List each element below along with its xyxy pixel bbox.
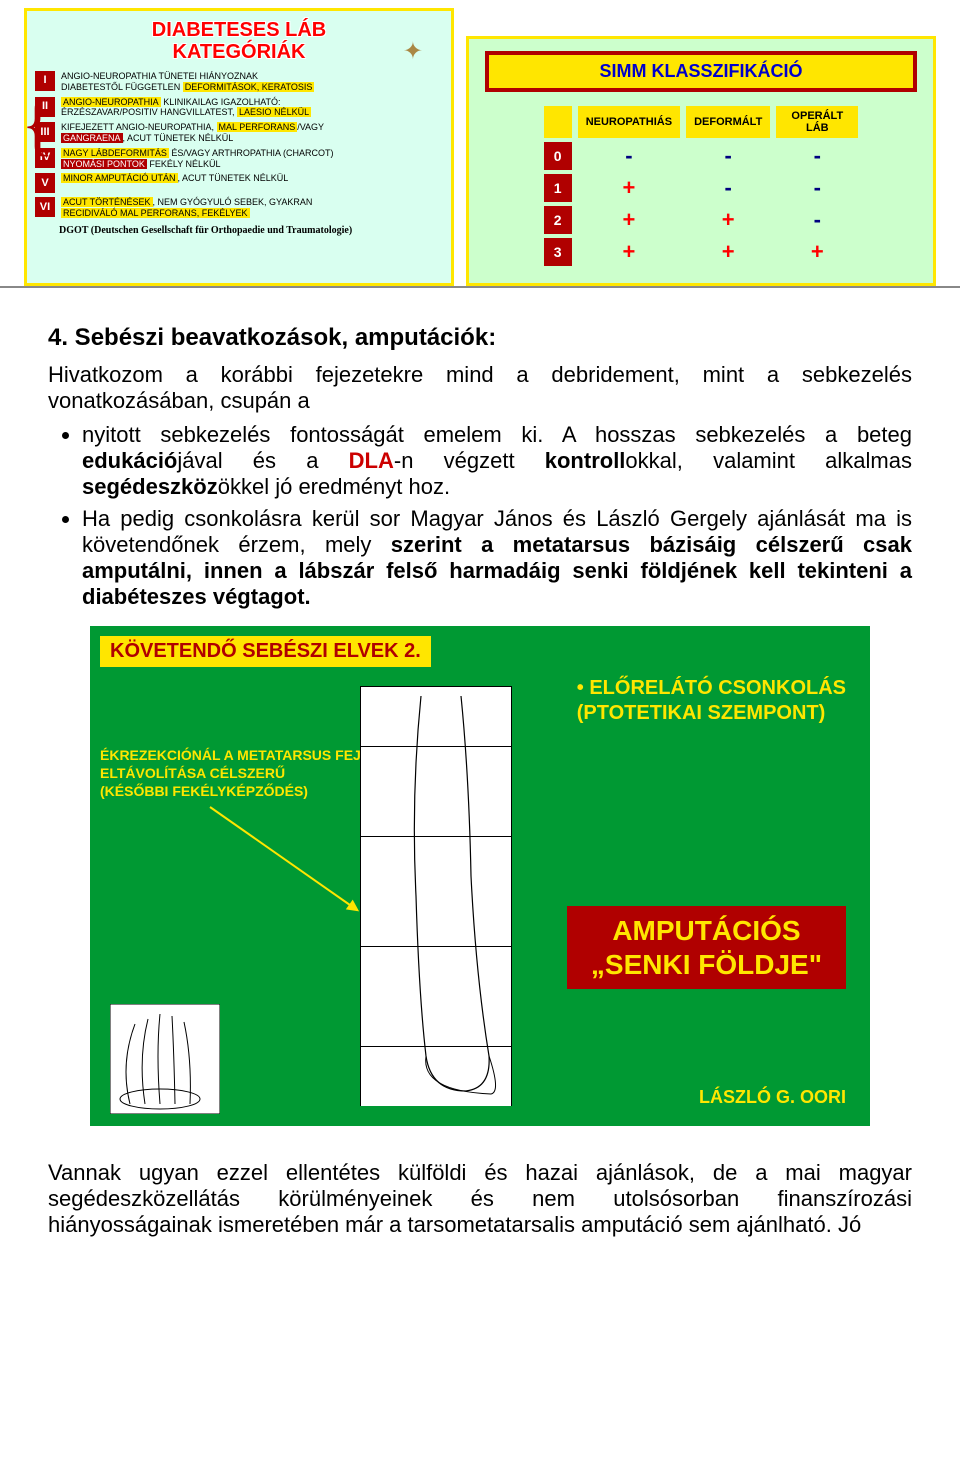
figure-left-text: ÉKREZEKCIÓNÁL A METATARSUS FEJELTÁVOLÍTÁ… <box>100 746 361 801</box>
category-row: IANGIO-NEUROPATHIA TÜNETEI HIÁNYOZNAKDIA… <box>35 71 443 93</box>
simm-cell: - <box>776 142 858 170</box>
bottom-paragraph: Vannak ugyan ezzel ellentétes külföldi é… <box>0 1126 960 1238</box>
section-heading: 4. Sebészi beavatkozások, amputációk: <box>48 324 912 352</box>
figure-author: LÁSZLÓ G. OORI <box>699 1087 846 1108</box>
simm-row-header: 2 <box>544 206 572 234</box>
simm-cell: + <box>686 238 770 266</box>
bullet-item: Ha pedig csonkolásra kerül sor Magyar Já… <box>82 506 912 610</box>
category-text: NAGY LÁBDEFORMITÁS ÉS/VAGY ARTHROPATHIA … <box>61 148 443 170</box>
category-row: IVNAGY LÁBDEFORMITÁS ÉS/VAGY ARTHROPATHI… <box>35 148 443 170</box>
categories-title: DIABETESES LÁB KATEGÓRIÁK <box>35 19 443 63</box>
categories-title-line2: KATEGÓRIÁK <box>173 41 306 63</box>
simm-cell: - <box>578 142 680 170</box>
intro-paragraph: Hivatkozom a korábbi fejezetekre mind a … <box>48 362 912 414</box>
bottom-text-content: Vannak ugyan ezzel ellentétes külföldi é… <box>48 1160 912 1237</box>
categories-footnote: DGOT (Deutschen Gesellschaft für Orthopa… <box>35 225 443 236</box>
simm-row-header: 1 <box>544 174 572 202</box>
categories-rows: IANGIO-NEUROPATHIA TÜNETEI HIÁNYOZNAKDIA… <box>35 71 443 219</box>
simm-col-header: DEFORMÁLT <box>686 106 770 138</box>
category-text: ANGIO-NEUROPATHIA KLINIKAILAG IGAZOLHATÓ… <box>61 97 443 119</box>
simm-row-header: 0 <box>544 142 572 170</box>
simm-cell: + <box>686 206 770 234</box>
simm-row-header: 3 <box>544 238 572 266</box>
simm-panel: SIMM KLASSZIFIKÁCIÓ NEUROPATHIÁSDEFORMÁL… <box>466 36 936 286</box>
category-row: VI ACUT TÖRTÉNÉSEK, NEM GYÓGYULÓ SEBEK, G… <box>35 197 443 219</box>
simm-col-header: NEUROPATHIÁS <box>578 106 680 138</box>
category-text: ANGIO-NEUROPATHIA TÜNETEI HIÁNYOZNAKDIAB… <box>61 71 443 93</box>
figure-red-box: AMPUTÁCIÓS„SENKI FÖLDJE" <box>567 906 846 989</box>
simm-cell: - <box>686 174 770 202</box>
main-text: 4. Sebészi beavatkozások, amputációk: Hi… <box>0 288 960 610</box>
simm-cell: - <box>776 174 858 202</box>
category-number: V <box>35 173 55 193</box>
category-row: IIIKIFEJEZETT ANGIO-NEUROPATHIA, MAL PER… <box>35 122 443 144</box>
brace-decoration: { <box>21 105 55 145</box>
leg-drawing <box>360 686 512 1106</box>
leg-outline-icon <box>371 696 501 1096</box>
category-text: ACUT TÖRTÉNÉSEK, NEM GYÓGYULÓ SEBEK, GYA… <box>61 197 443 219</box>
category-text: MINOR AMPUTÁCIÓ UTÁN, ACUT TÜNETEK NÉLKÜ… <box>61 173 443 184</box>
arrow-icon <box>209 806 358 911</box>
category-row: IIANGIO-NEUROPATHIA KLINIKAILAG IGAZOLHA… <box>35 97 443 119</box>
figure-right-text: • ELŐRELÁTÓ CSONKOLÁS (PTOTETIKAI SZEMPO… <box>577 676 846 726</box>
simm-cell: + <box>578 174 680 202</box>
simm-cell: + <box>578 238 680 266</box>
simm-cell: + <box>578 206 680 234</box>
category-number: VI <box>35 197 55 217</box>
figure-title: KÖVETENDŐ SEBÉSZI ELVEK 2. <box>100 636 431 667</box>
bullet-item: nyitott sebkezelés fontosságát emelem ki… <box>82 422 912 500</box>
simm-cell: - <box>776 206 858 234</box>
simm-table: NEUROPATHIÁSDEFORMÁLTOPERÁLT LÁB0---1+--… <box>538 102 865 270</box>
simm-cell: - <box>686 142 770 170</box>
top-figures: { ✦ DIABETESES LÁB KATEGÓRIÁK IANGIO-NEU… <box>0 0 960 288</box>
simm-col-header: OPERÁLT LÁB <box>776 106 858 138</box>
simm-cell: + <box>776 238 858 266</box>
surgical-principles-figure: KÖVETENDŐ SEBÉSZI ELVEK 2. • ELŐRELÁTÓ C… <box>90 626 870 1126</box>
categories-title-line1: DIABETESES LÁB <box>152 19 326 41</box>
simm-title: SIMM KLASSZIFIKÁCIÓ <box>485 51 917 92</box>
category-text: KIFEJEZETT ANGIO-NEUROPATHIA, MAL PERFOR… <box>61 122 443 144</box>
category-row: V MINOR AMPUTÁCIÓ UTÁN, ACUT TÜNETEK NÉLK… <box>35 173 443 193</box>
bullet-list: nyitott sebkezelés fontosságát emelem ki… <box>48 422 912 610</box>
foot-xray-icon <box>110 1004 220 1114</box>
categories-panel: { ✦ DIABETESES LÁB KATEGÓRIÁK IANGIO-NEU… <box>24 8 454 286</box>
